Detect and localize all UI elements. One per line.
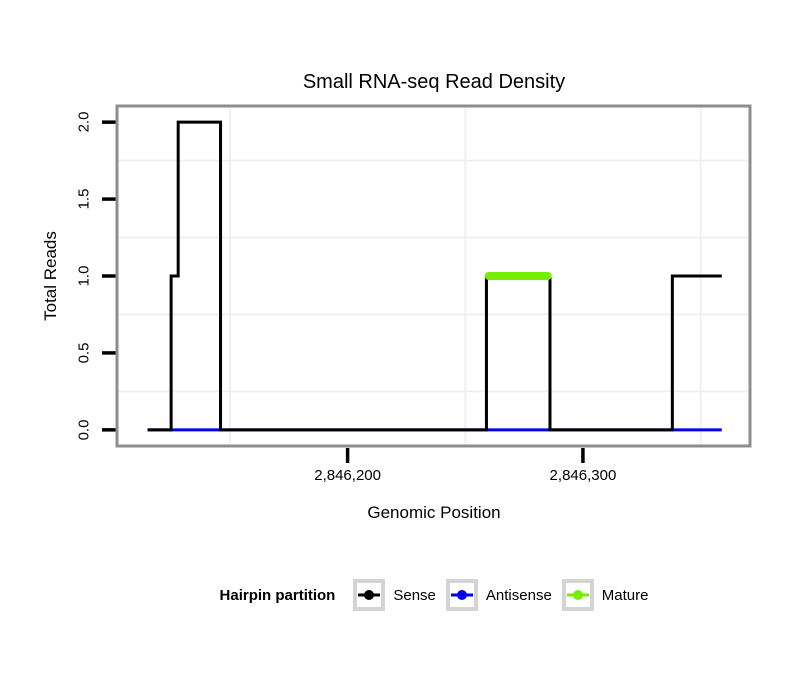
y-tick-label-1.0: 1.0 — [75, 265, 93, 287]
legend: Hairpin partition Sense Antisense Mature — [0, 579, 810, 611]
plot-svg — [102, 104, 752, 463]
legend-item-sense: Sense — [353, 579, 436, 611]
y-tick-label-1.5: 1.5 — [75, 188, 93, 210]
legend-item-label: Antisense — [485, 586, 552, 604]
x-axis-title: Genomic Position — [367, 503, 501, 522]
legend-item-label: Mature — [601, 586, 649, 604]
y-tick-label-2.0: 2.0 — [75, 111, 93, 133]
legend-title: Hairpin partition — [219, 586, 336, 604]
legend-item-antisense: Antisense — [445, 579, 552, 611]
sense-key-icon — [353, 579, 386, 611]
legend-item-mature: Mature — [561, 579, 649, 611]
chart-title: Small RNA-seq Read Density — [302, 71, 566, 93]
panel-border — [115, 104, 752, 448]
x-tick-label-2846300: 2,846,300 — [549, 467, 617, 484]
legend-item-label: Sense — [393, 586, 436, 604]
y-axis-title: Total Reads — [41, 231, 60, 321]
y-tick-label-0.5: 0.5 — [75, 342, 93, 364]
series-sense — [147, 120, 722, 432]
antisense-key-icon — [445, 579, 478, 611]
mature-key-icon — [561, 579, 594, 611]
y-tick-label-0.0: 0.0 — [75, 419, 93, 441]
x-tick-label-2846200: 2,846,200 — [314, 467, 381, 484]
